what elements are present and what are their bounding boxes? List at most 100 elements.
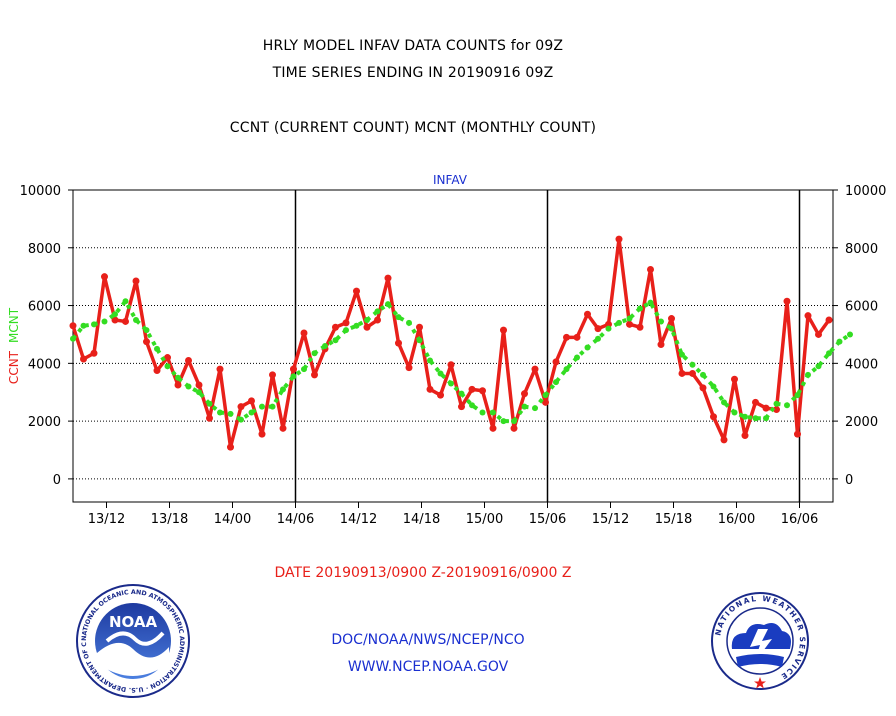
y-tick-label-right: 4000: [845, 357, 878, 372]
plot-title: INFAV: [433, 173, 468, 187]
point-mcnt: [500, 418, 507, 425]
website-link[interactable]: WWW.NCEP.NOAA.GOV: [347, 659, 509, 675]
point-ccnt: [353, 287, 360, 295]
point-ccnt: [311, 371, 318, 379]
point-ccnt: [216, 365, 224, 373]
point-ccnt: [164, 354, 171, 362]
point-mcnt: [217, 409, 223, 416]
point-ccnt: [227, 443, 234, 451]
point-ccnt: [584, 310, 591, 318]
point-ccnt: [489, 424, 497, 432]
x-tick-label: 15/00: [466, 512, 503, 527]
point-mcnt: [742, 413, 748, 420]
point-mcnt: [815, 363, 822, 370]
point-ccnt: [458, 403, 465, 411]
point-mcnt: [427, 357, 433, 364]
point-mcnt: [374, 308, 381, 315]
point-mcnt: [668, 325, 675, 332]
point-mcnt: [332, 337, 339, 344]
x-tick-label: 15/12: [592, 512, 629, 527]
point-mcnt: [353, 322, 360, 329]
point-mcnt: [763, 415, 769, 422]
x-tick-label: 16/00: [718, 512, 755, 527]
point-mcnt: [364, 317, 370, 323]
point-mcnt: [574, 354, 580, 361]
point-mcnt: [280, 386, 286, 393]
point-ccnt: [626, 320, 633, 328]
point-ccnt: [825, 316, 833, 324]
point-ccnt: [206, 414, 213, 422]
date-range: DATE 20190913/0900 Z-20190916/0900 Z: [274, 565, 572, 581]
point-mcnt: [133, 317, 139, 323]
point-ccnt: [552, 358, 560, 366]
y-tick-label-right: 10000: [845, 184, 886, 199]
y-axis-label: CCNT MCNT: [7, 307, 21, 384]
point-ccnt: [101, 273, 108, 281]
point-ccnt: [405, 364, 413, 372]
org-link[interactable]: DOC/NOAA/NWS/NCEP/NCO: [331, 632, 525, 648]
point-ccnt: [531, 365, 539, 373]
point-ccnt: [783, 297, 791, 305]
point-mcnt: [395, 314, 402, 321]
point-ccnt: [741, 432, 749, 440]
point-ccnt: [542, 398, 549, 406]
y-tick-label-left: 4000: [28, 357, 61, 372]
point-mcnt: [70, 335, 76, 342]
chart-title-line-1: HRLY MODEL INFAV DATA COUNTS for 09Z: [262, 38, 564, 54]
point-mcnt: [164, 363, 171, 370]
point-ccnt: [615, 235, 623, 243]
x-tick-label: 14/18: [403, 512, 440, 527]
point-mcnt: [185, 383, 192, 390]
x-tick-label: 13/18: [151, 512, 188, 527]
point-mcnt: [437, 370, 444, 377]
point-mcnt: [238, 416, 244, 423]
point-ccnt: [269, 371, 276, 379]
point-mcnt: [679, 351, 685, 358]
point-ccnt: [237, 403, 245, 411]
noaa-badge-text: NOAA: [109, 613, 158, 631]
point-mcnt: [458, 390, 465, 397]
series-layer: [69, 235, 853, 451]
x-tick-label: 14/06: [277, 512, 314, 527]
y-tick-label-right: 6000: [845, 300, 878, 315]
svg-text:CCNTMCNT: CCNT MCNT: [7, 307, 21, 384]
point-mcnt: [826, 350, 832, 357]
point-mcnt: [805, 371, 811, 378]
point-ccnt: [804, 312, 812, 320]
point-ccnt: [132, 277, 140, 285]
point-mcnt: [175, 374, 181, 381]
point-mcnt: [448, 380, 454, 387]
point-ccnt: [699, 384, 707, 392]
point-ccnt: [479, 387, 486, 395]
point-mcnt: [542, 392, 549, 399]
point-mcnt: [773, 400, 780, 407]
point-ccnt: [447, 361, 455, 369]
y-label-mcnt: MCNT: [7, 307, 21, 343]
x-tick-label: 15/06: [529, 512, 566, 527]
point-ccnt: [573, 333, 581, 341]
point-ccnt: [300, 329, 308, 337]
point-mcnt: [122, 298, 129, 305]
point-mcnt: [80, 322, 87, 329]
point-mcnt: [584, 344, 591, 351]
point-ccnt: [342, 319, 350, 327]
y-tick-label-left: 0: [53, 473, 61, 488]
point-ccnt: [395, 339, 402, 347]
point-mcnt: [385, 301, 391, 308]
point-ccnt: [80, 355, 87, 363]
point-ccnt: [710, 413, 717, 421]
point-ccnt: [773, 406, 780, 414]
point-mcnt: [248, 409, 255, 416]
point-ccnt: [185, 356, 192, 364]
point-ccnt: [122, 317, 129, 325]
point-mcnt: [647, 299, 654, 306]
point-ccnt: [153, 367, 161, 375]
point-ccnt: [332, 323, 339, 331]
point-mcnt: [91, 321, 97, 328]
x-tick-label: 14/12: [340, 512, 377, 527]
point-mcnt: [269, 403, 276, 410]
y-tick-label-right: 0: [845, 473, 853, 488]
point-mcnt: [511, 418, 517, 425]
point-ccnt: [678, 369, 686, 377]
point-mcnt: [301, 366, 307, 373]
